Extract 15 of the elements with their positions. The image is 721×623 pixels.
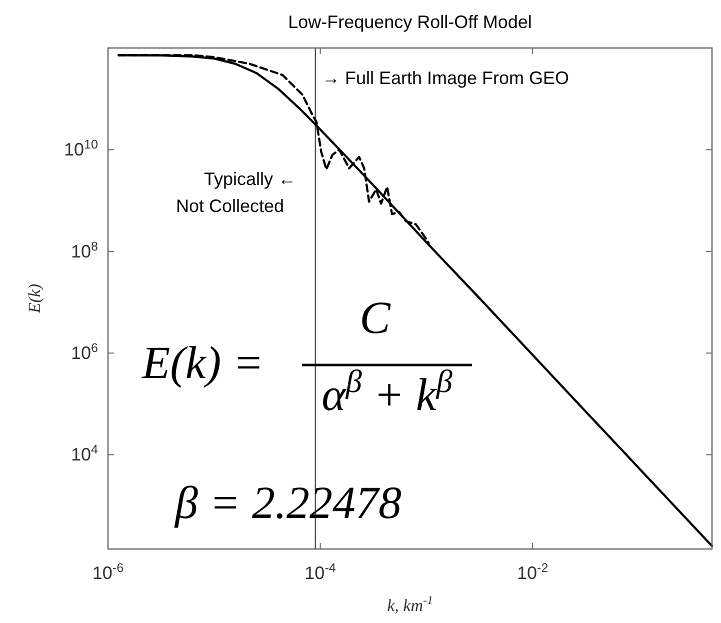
annotation: → Full Earth Image From GEO <box>322 68 570 88</box>
annotation: α$^{β}$ + k$^{β}$ <box>322 363 452 420</box>
y-tick-label: 10$^{6}$ <box>70 341 98 364</box>
x-tick-label: 10$^{-2}$ <box>516 561 548 583</box>
y-tick-label: 10$^{10}$ <box>64 138 98 160</box>
annotation: E(k) = <box>141 337 264 388</box>
x-tick-label: 10$^{-6}$ <box>92 561 124 583</box>
y-tick-label: 10$^{4}$ <box>70 442 98 465</box>
x-axis-title: k, km$^{-1}$ <box>387 593 433 615</box>
annotation: C <box>360 292 392 343</box>
chart-title: Low-Frequency Roll-Off Model <box>288 12 532 32</box>
y-axis-title: E(k) <box>25 284 44 314</box>
annotation: Typically ← Not Collected <box>176 169 296 216</box>
x-tick-label: 10$^{-4}$ <box>304 561 336 583</box>
y-tick-label: 10$^{8}$ <box>70 239 98 262</box>
